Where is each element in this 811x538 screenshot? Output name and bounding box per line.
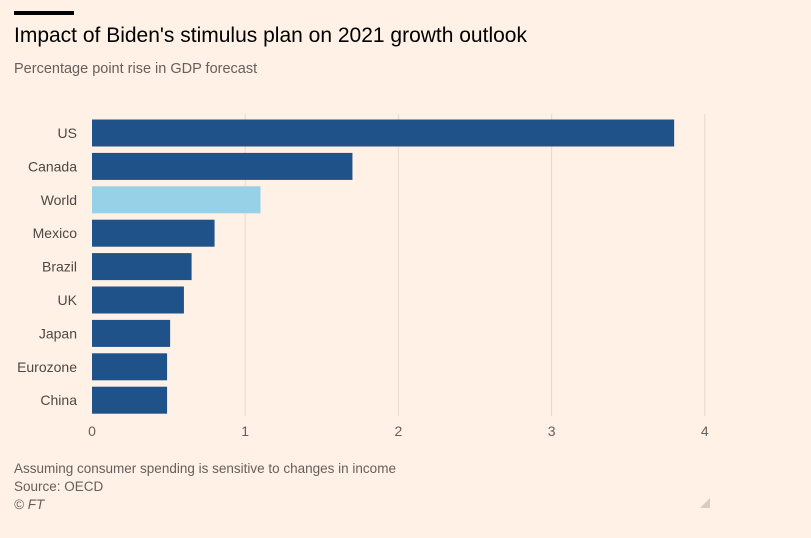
- source-note: Source: OECD: [14, 479, 104, 494]
- bar-canada: [92, 152, 353, 180]
- x-axis-ticks: 0 1 2 3 4: [88, 423, 709, 439]
- category-label-us: US: [58, 125, 77, 141]
- category-label-japan: Japan: [39, 325, 77, 341]
- category-label-uk: UK: [58, 292, 78, 308]
- category-label-canada: Canada: [28, 158, 77, 174]
- category-label-eurozone: Eurozone: [17, 359, 77, 375]
- bar-uk: [92, 286, 184, 314]
- chart-title: Impact of Biden's stimulus plan on 2021 …: [14, 24, 527, 47]
- x-tick-label: 0: [88, 423, 96, 439]
- x-tick-label: 1: [241, 423, 249, 439]
- title-accent-rule: [14, 11, 74, 15]
- bar-world: [92, 186, 261, 214]
- footnote: Assuming consumer spending is sensitive …: [14, 461, 396, 476]
- x-tick-label: 4: [701, 423, 709, 439]
- category-label-mexico: Mexico: [33, 225, 78, 241]
- chart-subtitle: Percentage point rise in GDP forecast: [14, 61, 258, 77]
- bar-brazil: [92, 253, 192, 281]
- category-labels: US Canada World Mexico Brazil UK Japan Eurozone…: [17, 125, 78, 408]
- x-tick-label: 2: [395, 423, 403, 439]
- x-tick-label: 3: [548, 423, 556, 439]
- bar-mexico: [92, 219, 215, 247]
- bar-eurozone: [92, 353, 168, 381]
- bars: [92, 119, 675, 414]
- bar-japan: [92, 319, 171, 347]
- credit-note: © FT: [14, 497, 45, 512]
- bar-china: [92, 386, 168, 414]
- category-label-china: China: [40, 392, 77, 408]
- category-label-brazil: Brazil: [42, 259, 77, 275]
- resize-grip-icon[interactable]: [700, 498, 710, 508]
- bar-us: [92, 119, 675, 147]
- category-label-world: World: [41, 192, 77, 208]
